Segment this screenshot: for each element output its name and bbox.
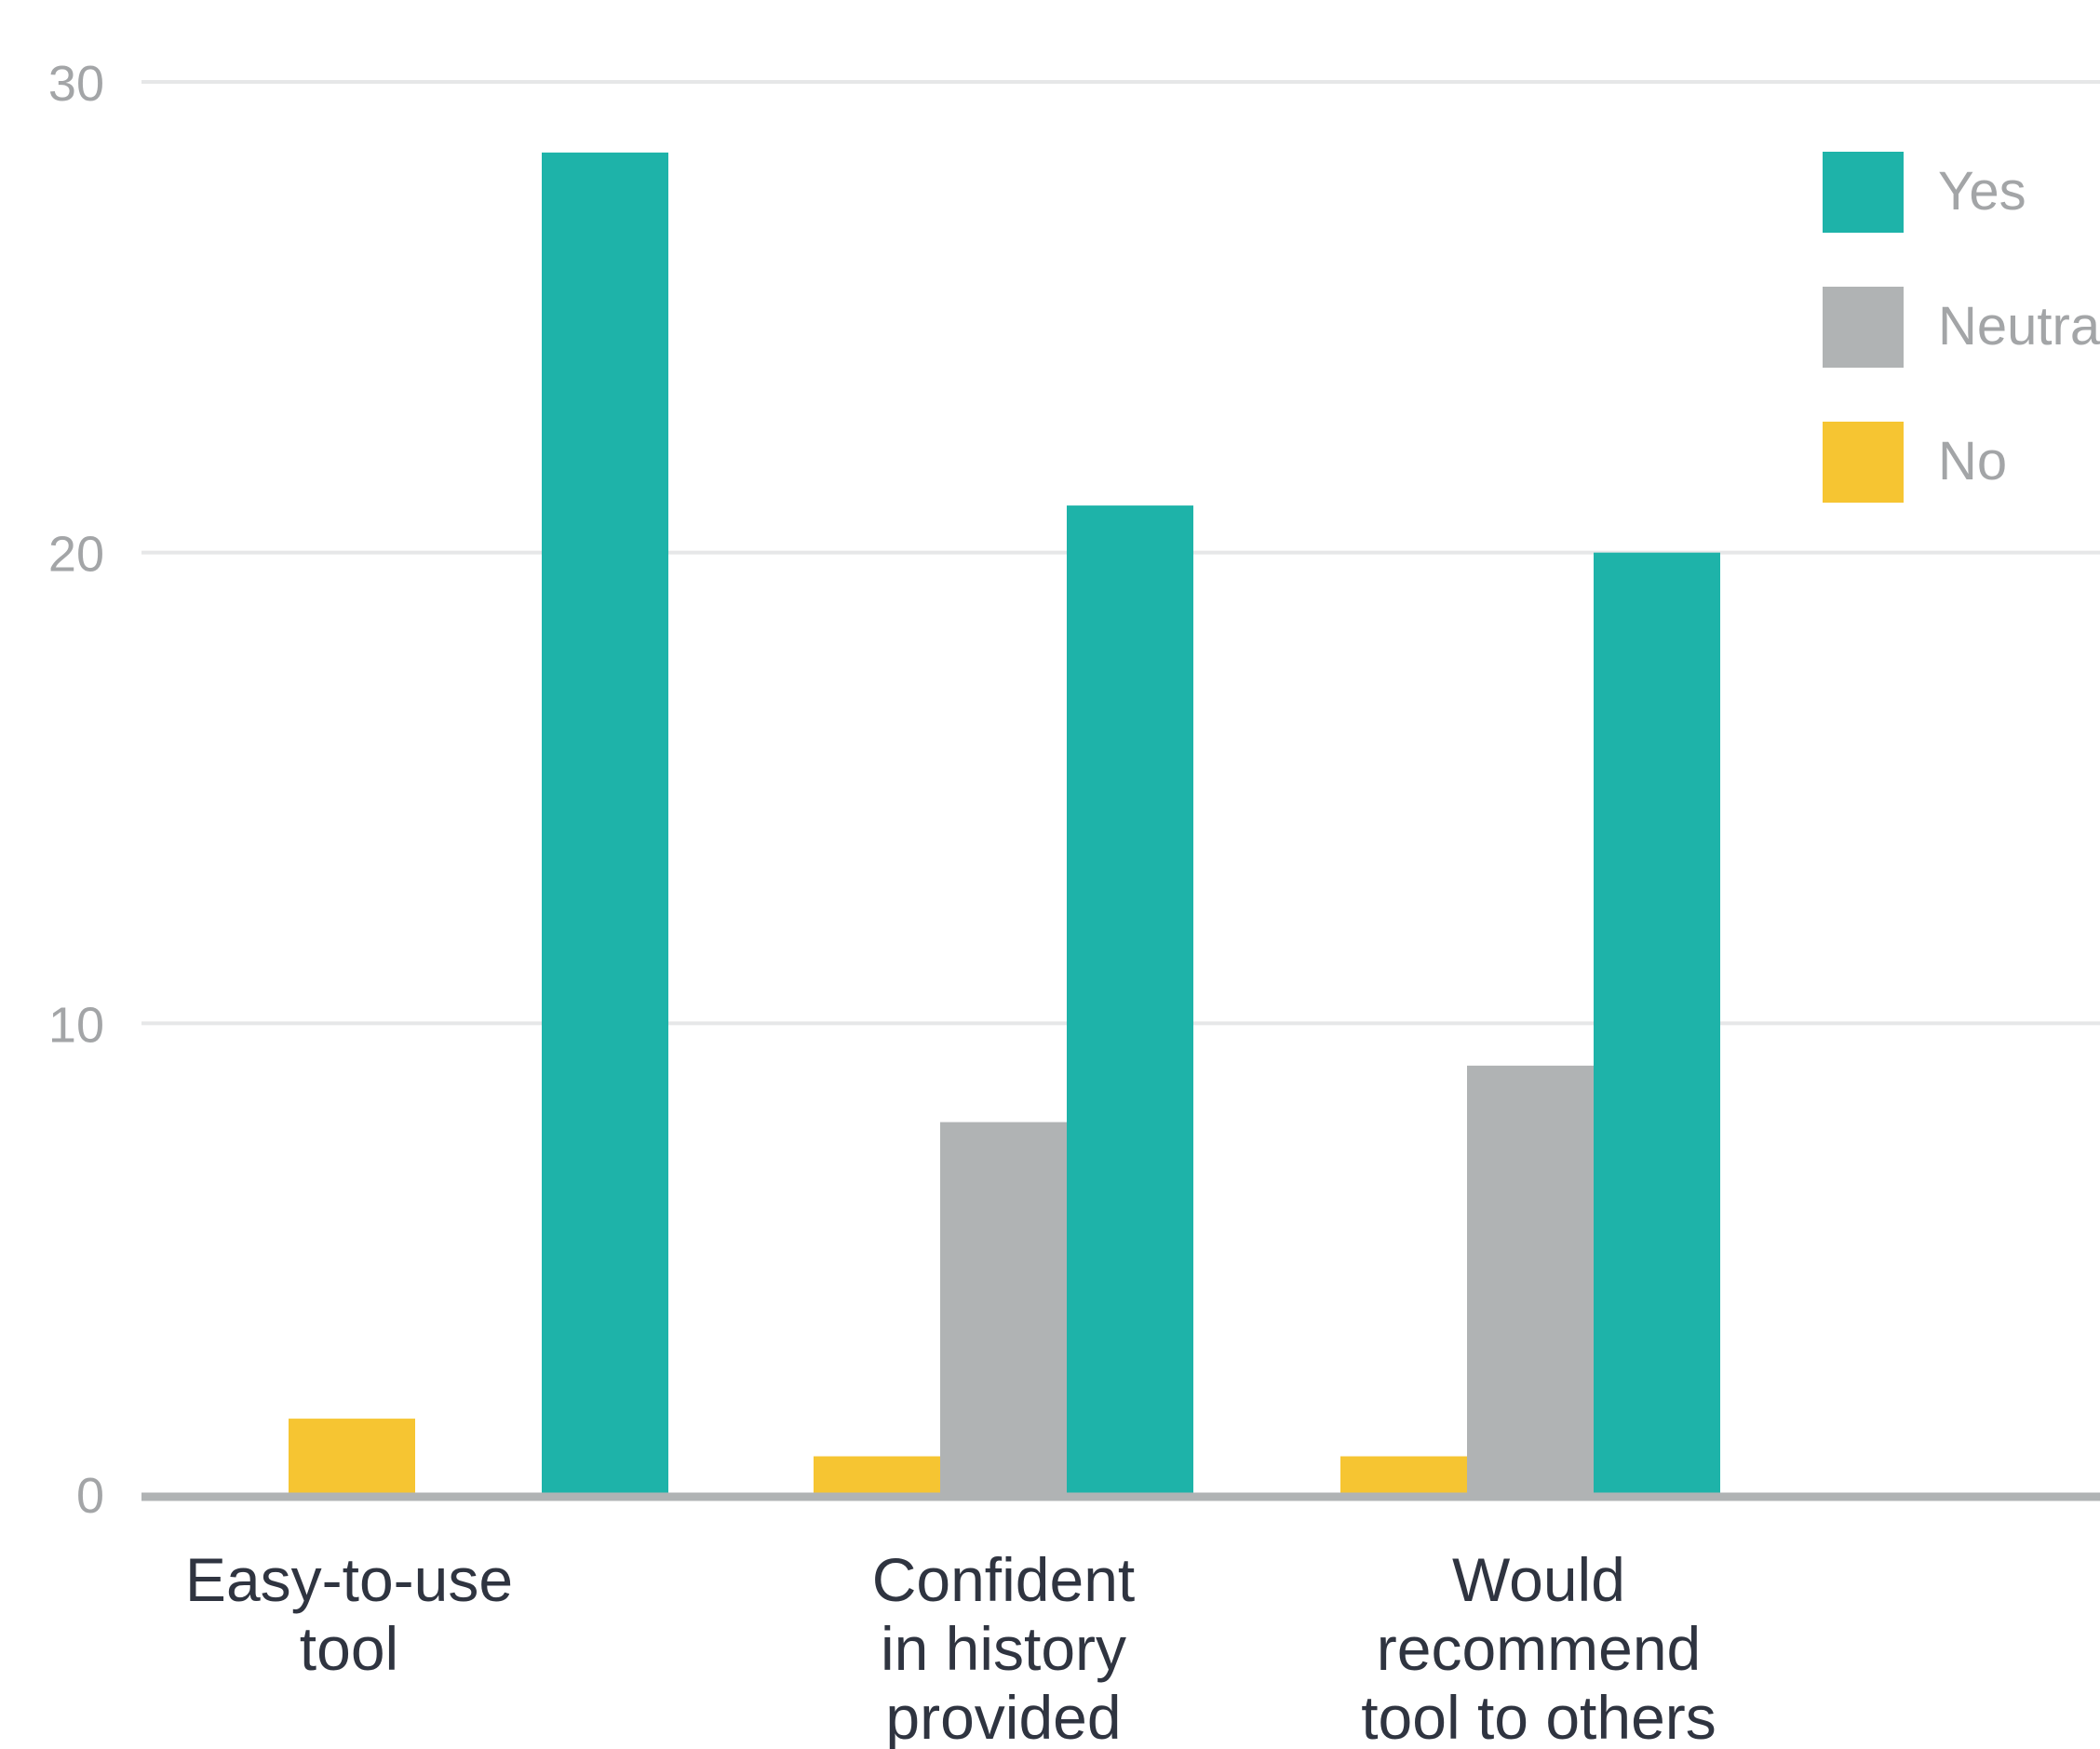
bar-neutral-1 (940, 1123, 1067, 1494)
bar-no-2 (1340, 1457, 1467, 1494)
legend: Yes Neutral No (1823, 152, 2100, 503)
legend-swatch-yes (1823, 152, 1904, 233)
x-category-label-line: recommend (1377, 1614, 1701, 1683)
x-category-label-line: tool to others (1361, 1683, 1716, 1749)
bar-no-1 (814, 1457, 940, 1494)
y-tick-label: 0 (76, 1468, 104, 1524)
bar-yes-0 (542, 153, 668, 1494)
bars (289, 153, 1720, 1494)
bar-no-0 (289, 1419, 415, 1494)
x-category-label-line: provided (885, 1683, 1121, 1749)
y-tick-label: 20 (48, 527, 104, 583)
bar-yes-2 (1594, 553, 1720, 1494)
x-category-label: Would recommend tool to others (1361, 1545, 1716, 1749)
legend-label-neutral: Neutral (1938, 296, 2100, 357)
x-category-label-line: Confident (872, 1545, 1136, 1614)
x-category-label: Confident in history provided (872, 1545, 1136, 1749)
y-tick-label: 10 (48, 997, 104, 1053)
x-category-label-line: Easy-to-use (185, 1545, 513, 1614)
x-category-label-line: in history (881, 1614, 1126, 1683)
x-category-label-line: tool (300, 1614, 398, 1683)
legend-label-no: No (1938, 431, 2007, 491)
y-axis-ticks: 0 10 20 30 (48, 56, 104, 1524)
x-category-label: Easy-to-use tool (185, 1545, 513, 1683)
x-category-label-line: Would (1452, 1545, 1625, 1614)
legend-swatch-no (1823, 422, 1904, 503)
bar-neutral-2 (1467, 1066, 1594, 1494)
bar-yes-1 (1067, 505, 1193, 1494)
legend-label-yes: Yes (1938, 161, 2026, 222)
y-tick-label: 30 (48, 56, 104, 112)
x-axis-categories: Easy-to-use tool Confident in history provid… (185, 1545, 1716, 1749)
legend-swatch-neutral (1823, 287, 1904, 368)
